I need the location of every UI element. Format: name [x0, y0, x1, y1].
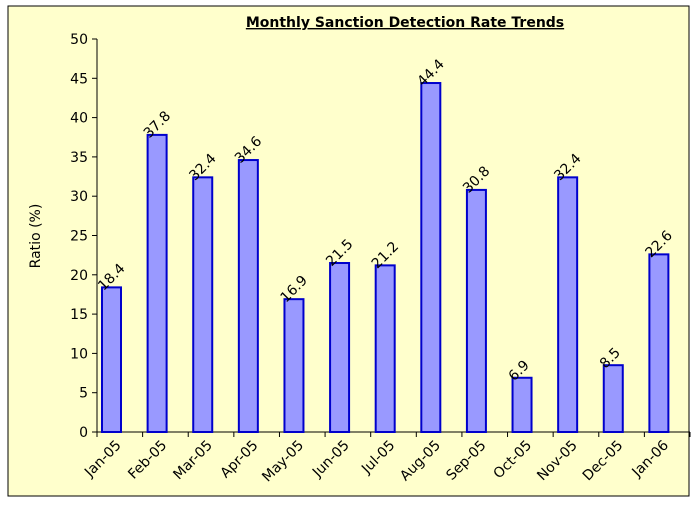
bar: [283, 298, 305, 433]
y-tick-label: 40: [70, 111, 88, 127]
bar: [648, 253, 670, 433]
y-tick-label: 30: [70, 189, 88, 205]
bar: [329, 262, 351, 434]
bar: [557, 176, 579, 433]
chart-title: Monthly Sanction Detection Rate Trends: [246, 15, 564, 31]
bar: [374, 264, 396, 434]
bar: [465, 188, 487, 433]
y-tick-label: 20: [70, 268, 88, 284]
bar: [101, 286, 122, 433]
bar: [420, 82, 442, 434]
y-tick-label: 45: [70, 71, 88, 87]
bar: [511, 376, 533, 433]
y-tick-label: 5: [79, 386, 88, 402]
y-tick-label: 10: [70, 346, 88, 362]
y-tick-label: 35: [70, 150, 88, 166]
bar: [146, 133, 168, 433]
y-tick-label: 50: [70, 32, 88, 48]
bar: [237, 159, 259, 433]
bar: [602, 364, 624, 433]
y-tick-label: 25: [70, 229, 88, 245]
y-axis-label: Ratio (%): [28, 204, 44, 269]
bar: [192, 176, 214, 433]
y-tick-label: 15: [70, 307, 88, 323]
y-tick-label: 0: [79, 425, 88, 441]
